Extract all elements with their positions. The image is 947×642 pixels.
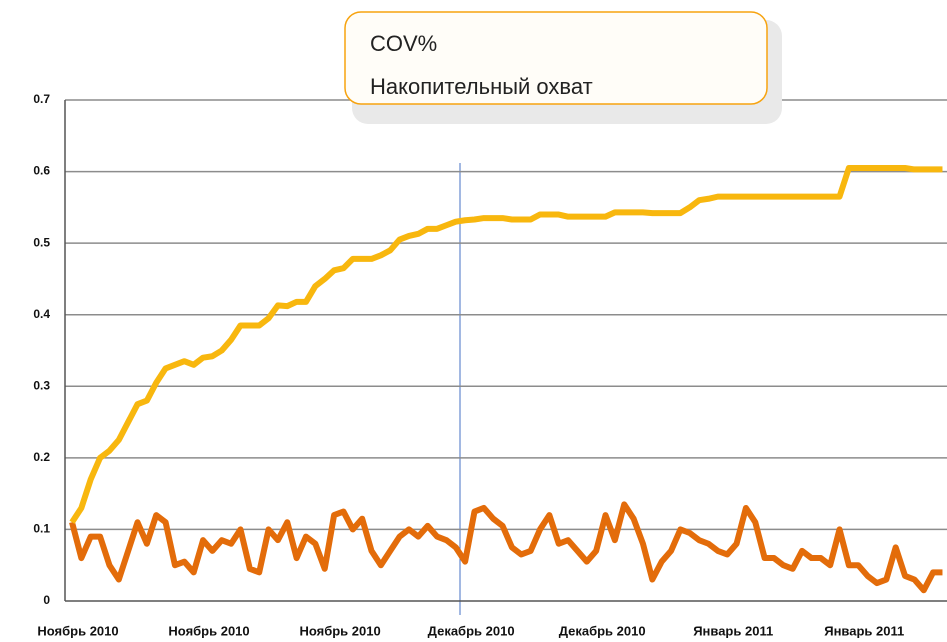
- series-line: [69, 501, 943, 594]
- x-tick-label: Декабрь 2010: [559, 623, 646, 638]
- x-tick-label: Январь 2011: [824, 623, 904, 638]
- series-line: [69, 164, 943, 524]
- y-tick-label: 0.6: [33, 164, 50, 178]
- y-tick-label: 0.3: [33, 378, 50, 392]
- y-tick-label: 0: [43, 593, 50, 607]
- y-tick-label: 0.1: [33, 522, 50, 536]
- y-tick-label: 0.5: [33, 235, 50, 249]
- legend: [344, 11, 768, 105]
- x-tick-label: Январь 2011: [693, 623, 773, 638]
- x-tick-label: Ноябрь 2010: [168, 623, 249, 638]
- y-tick-label: 0.2: [33, 450, 50, 464]
- x-tick-label: Декабрь 2010: [428, 623, 515, 638]
- x-tick-label: Ноябрь 2010: [299, 623, 380, 638]
- y-tick-label: 0.7: [33, 92, 50, 106]
- legend-entry: Накопительный охват: [370, 74, 593, 99]
- legend-entry: COV%: [370, 31, 437, 56]
- y-tick-label: 0.4: [33, 307, 50, 321]
- x-tick-label: Ноябрь 2010: [37, 623, 118, 638]
- plot: [69, 164, 943, 594]
